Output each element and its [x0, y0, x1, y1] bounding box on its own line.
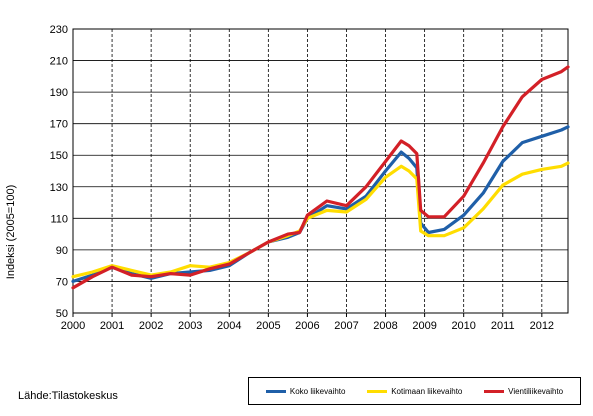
x-tick-label: 2009: [412, 320, 436, 332]
y-tick-label: 210: [50, 56, 68, 68]
legend-item-kotimaan: Kotimaan liikevaihto: [367, 387, 462, 396]
x-tick-label: 2010: [451, 320, 475, 332]
y-tick-label: 170: [50, 119, 68, 131]
x-tick-label: 2000: [61, 320, 85, 332]
horizontal-gridlines: [73, 60, 568, 282]
source-text: Lähde:Tilastokeskus: [18, 390, 118, 402]
y-tick-label: 90: [56, 245, 68, 257]
y-tick-label: 70: [56, 276, 68, 288]
x-tick-label: 2004: [217, 320, 241, 332]
x-tick-label: 2006: [295, 320, 319, 332]
x-tick-label: 2002: [139, 320, 163, 332]
y-tick-label: 50: [56, 308, 68, 320]
plot-area: [72, 28, 569, 314]
y-axis-label: Indeksi (2005=100): [5, 185, 17, 279]
x-tick-label: 2012: [530, 320, 554, 332]
y-tick-label: 190: [50, 87, 68, 99]
x-tick-label: 2008: [373, 320, 397, 332]
legend-label-koko: Koko liikevaihto: [289, 386, 346, 396]
series-layer: [71, 65, 570, 290]
legend-label-kotimaan: Kotimaan liikevaihto: [391, 386, 463, 396]
legend: Koko liikevaihto Kotimaan liikevaihto Vi…: [248, 377, 581, 405]
x-tick-label: 2003: [178, 320, 202, 332]
x-tick-label: 2007: [334, 320, 358, 332]
legend-label-vienti: Vientiliikevaihto: [508, 386, 564, 396]
y-tick-labels: 50 70 90 110 130 150 170 190 210 230: [50, 24, 68, 320]
legend-item-koko: Koko liikevaihto: [265, 386, 346, 396]
y-tick-label: 130: [50, 182, 68, 194]
y-tick-label: 150: [50, 150, 68, 162]
series-line-1: [71, 161, 570, 279]
x-tick-label: 2011: [491, 320, 515, 332]
y-tick-label: 230: [50, 24, 68, 36]
y-tick-label: 110: [50, 213, 68, 225]
legend-swatch-kotimaan: [367, 389, 388, 393]
legend-swatch-koko: [265, 389, 286, 393]
x-tick-label: 2005: [256, 320, 280, 332]
legend-item-vienti: Vientiliikevaihto: [484, 387, 563, 396]
series-line-2: [71, 65, 570, 290]
legend-swatch-vienti: [484, 389, 505, 393]
x-tick-labels: 2000 2001 2002 2003 2004 2005 2006 2007 2008 2009…: [61, 320, 554, 332]
x-tick-label: 2001: [100, 320, 124, 332]
